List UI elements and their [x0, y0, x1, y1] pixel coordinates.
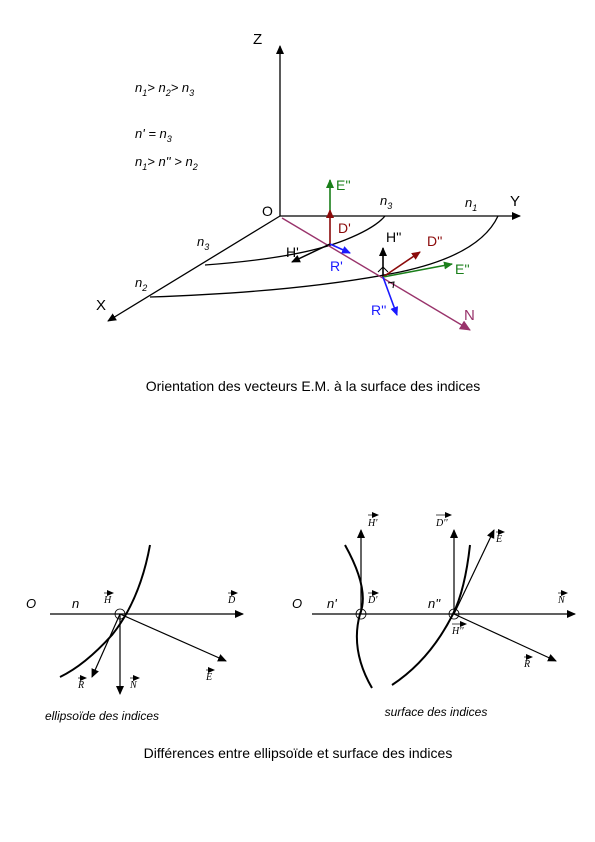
h-prime-vector — [291, 243, 331, 263]
origin-label: O — [262, 203, 273, 219]
relation-3: n1> n'' > n2 — [135, 154, 198, 172]
r-prime-label: R' — [330, 258, 343, 274]
n1-top-label: n1 — [465, 195, 477, 213]
figure-2-caption: Différences entre ellipsoïde et surface … — [144, 745, 453, 761]
x-axis-label: X — [96, 297, 106, 314]
h-second-label: H'' — [386, 229, 401, 245]
right-angle-mark — [377, 266, 389, 273]
d-prime-label: D' — [338, 220, 351, 236]
right-r-vector — [453, 613, 557, 662]
outer-surface-curve — [149, 215, 499, 298]
z-axis-label: Z — [253, 31, 262, 48]
right-n-label: N — [557, 595, 566, 606]
d-second-label: D'' — [427, 233, 442, 249]
left-subtitle: ellipsoïde des indices — [45, 709, 159, 723]
right-r-label: R — [523, 659, 530, 670]
inner-index-surface-curve — [344, 544, 373, 689]
y-axis-label: Y — [510, 193, 520, 210]
right-e-label: E — [495, 534, 502, 545]
n2-left-label: n2 — [135, 275, 147, 293]
outer-index-surface-curve — [391, 544, 471, 686]
h-prime-label: H' — [286, 244, 299, 260]
e-second-label: E'' — [455, 261, 470, 277]
left-n-label: N — [129, 680, 138, 691]
right-h-second-label: H'' — [451, 626, 464, 637]
figure-1-caption: Orientation des vecteurs E.M. à la surfa… — [146, 378, 481, 394]
d-second-vector — [382, 251, 421, 278]
ellipsoid-curve — [59, 544, 151, 678]
right-o-label: O — [292, 596, 302, 611]
n3-left-label: n3 — [197, 234, 209, 252]
relation-2: n' = n3 — [135, 126, 172, 144]
right-n-second-label: n'' — [428, 596, 441, 611]
figure-2-right: O n' n'' H' D' D'' H'' E N R surface des… — [292, 512, 576, 719]
right-h-prime-label: H' — [367, 518, 378, 529]
r-prime-vector — [329, 243, 351, 254]
inner-surface-curve — [204, 215, 386, 266]
e-second-top-label: E'' — [336, 177, 351, 193]
right-subtitle: surface des indices — [385, 705, 488, 719]
left-d-label: D — [227, 595, 236, 606]
right-n-prime-label: n' — [327, 596, 337, 611]
normal-vector-n — [281, 217, 471, 331]
left-e-vector — [119, 613, 227, 662]
x-axis — [107, 215, 281, 322]
right-d-prime-label: D' — [367, 595, 378, 606]
right-e-vector — [453, 529, 495, 615]
r-second-label: R'' — [371, 302, 386, 318]
relation-1: n1> n2> n3 — [135, 80, 194, 98]
r-second-vector — [382, 276, 398, 316]
right-d-second-label: D'' — [435, 518, 448, 529]
figure-2-left: O n H D R N E ellipsoïde des indices — [26, 544, 244, 723]
left-n-index-label: n — [72, 596, 79, 611]
left-h-label: H — [103, 595, 112, 606]
n3-top-label: n3 — [380, 193, 392, 211]
figure-1: Z Y X O n1> n2> n3 n' = n3 n1> n'' > n2 … — [96, 31, 521, 394]
left-e-label: E — [205, 672, 212, 683]
left-r-vector — [91, 613, 121, 678]
e-second-vector — [382, 261, 453, 278]
left-r-label: R — [77, 680, 84, 691]
right-angle-mark-2 — [387, 281, 395, 289]
normal-n-label: N — [464, 307, 475, 324]
left-o-label: O — [26, 596, 36, 611]
